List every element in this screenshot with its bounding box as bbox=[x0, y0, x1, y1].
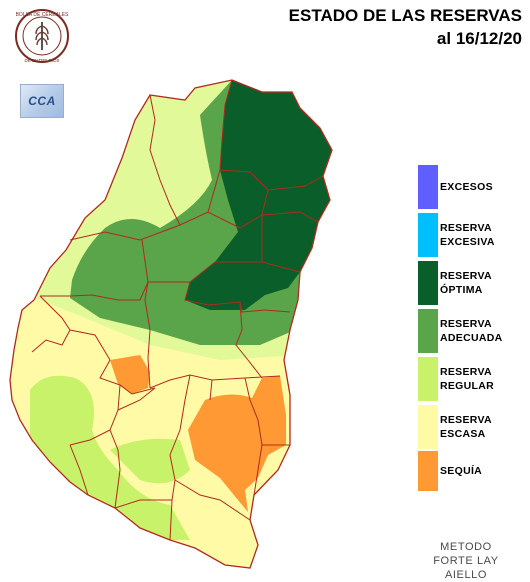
legend-swatch-reserva-optima bbox=[418, 261, 438, 305]
method-note: METODO FORTE LAY AIELLO bbox=[424, 540, 508, 582]
legend-item-reserva-adecuada: RESERVA ADECUADA bbox=[418, 307, 508, 355]
seal-text-top: BOLSA DE CEREALES bbox=[16, 12, 69, 18]
legend-swatch-excesos bbox=[418, 165, 438, 209]
legend-label-excesos: EXCESOS bbox=[440, 181, 493, 193]
legend-item-reserva-excesiva: RESERVA EXCESIVA bbox=[418, 211, 508, 259]
legend-label-reserva-regular: RESERVA REGULAR bbox=[440, 366, 495, 392]
title-date: al 16/12/20 bbox=[436, 29, 522, 48]
legend-swatch-reserva-escasa bbox=[418, 405, 438, 449]
method-line-1: METODO bbox=[440, 541, 492, 553]
legend-label-reserva-escasa: RESERVA ESCASA bbox=[440, 414, 492, 440]
map-title: ESTADO DE LAS RESERVAS al 16/12/20 bbox=[289, 6, 522, 50]
zone-sequia-east bbox=[188, 376, 286, 512]
legend-swatch-reserva-adecuada bbox=[418, 309, 438, 353]
zone-optima bbox=[185, 80, 332, 310]
legend-item-reserva-optima: RESERVA ÓPTIMA bbox=[418, 259, 508, 307]
zone-regular-southwest bbox=[30, 375, 190, 540]
legend-item-reserva-escasa: RESERVA ESCASA bbox=[418, 403, 508, 451]
cca-logo-icon: CCA bbox=[20, 84, 64, 118]
legend-swatch-reserva-excesiva bbox=[418, 213, 438, 257]
legend-swatch-sequia bbox=[418, 451, 438, 491]
legend-label-reserva-excesiva: RESERVA EXCESIVA bbox=[440, 222, 495, 248]
legend-label-reserva-optima: RESERVA ÓPTIMA bbox=[440, 270, 492, 296]
legend-swatch-reserva-regular bbox=[418, 357, 438, 401]
legend: EXCESOS RESERVA EXCESIVA RESERVA ÓPTIMA … bbox=[418, 163, 508, 491]
legend-item-reserva-regular: RESERVA REGULAR bbox=[418, 355, 508, 403]
zone-sequia-west bbox=[110, 355, 150, 394]
department-borders bbox=[9, 79, 333, 569]
bolsa-de-cereales-seal-icon: BOLSA DE CEREALES DE ENTRE RIOS bbox=[15, 9, 69, 63]
legend-item-excesos: EXCESOS bbox=[418, 163, 508, 211]
seal-text-bottom: DE ENTRE RIOS bbox=[24, 58, 59, 63]
legend-label-reserva-adecuada: RESERVA ADECUADA bbox=[440, 318, 503, 344]
title-line-1: ESTADO DE LAS RESERVAS bbox=[288, 6, 522, 25]
method-line-3: AIELLO bbox=[444, 569, 488, 581]
legend-item-sequia: SEQUÍA bbox=[418, 451, 508, 491]
legend-label-sequia: SEQUÍA bbox=[440, 465, 483, 477]
zone-regular-south bbox=[110, 438, 190, 484]
cca-logo-text: CCA bbox=[28, 94, 56, 108]
method-line-2: FORTE LAY bbox=[433, 555, 499, 567]
